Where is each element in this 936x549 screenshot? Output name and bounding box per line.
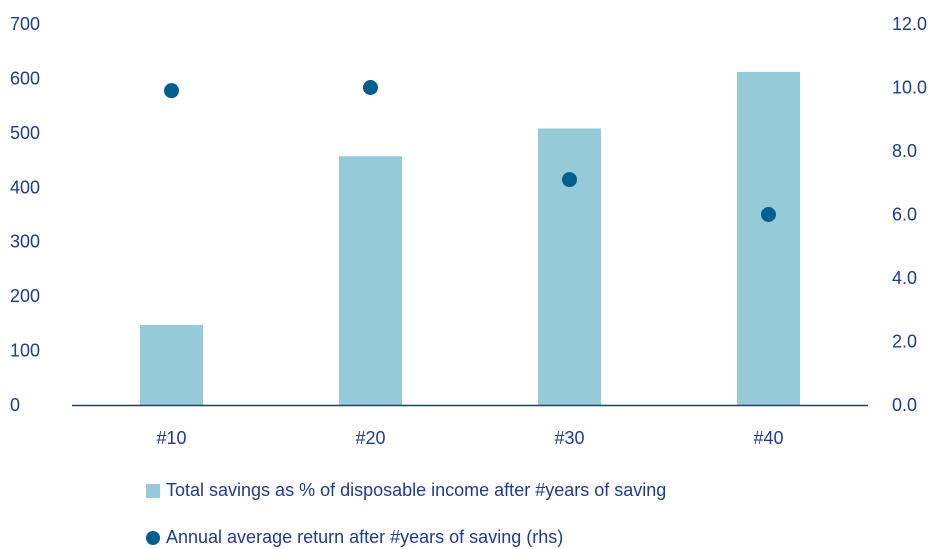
category-label: #20 — [355, 428, 385, 448]
right-tick-label: 8.0 — [892, 141, 917, 161]
legend-item-bars: Total savings as % of disposable income … — [146, 480, 666, 501]
category-labels: #10 #20 #30 #40 — [156, 428, 783, 448]
left-tick-label: 300 — [10, 232, 40, 252]
left-tick-label: 100 — [10, 341, 40, 361]
legend-bar-swatch — [146, 483, 160, 498]
right-tick-label: 10.0 — [892, 78, 927, 98]
right-axis-ticks: 0.0 2.0 4.0 6.0 8.0 10.0 12.0 — [892, 14, 927, 415]
left-tick-label: 200 — [10, 286, 40, 306]
left-tick-label: 600 — [10, 68, 40, 88]
right-tick-label: 2.0 — [892, 332, 917, 352]
data-point — [761, 207, 776, 222]
legend-dot-swatch — [146, 530, 160, 545]
savings-chart: 0 100 200 300 400 500 600 700 0.0 2.0 4.0 6.0 8.0 10… — [10, 14, 927, 448]
bar — [538, 128, 601, 405]
right-tick-label: 12.0 — [892, 14, 927, 34]
data-point — [363, 80, 378, 95]
right-tick-label: 6.0 — [892, 205, 917, 225]
dot-series — [164, 80, 776, 222]
data-point — [562, 172, 577, 188]
legend-bar-label: Total savings as % of disposable income … — [166, 480, 667, 500]
data-point — [164, 83, 179, 99]
bar — [339, 156, 402, 405]
category-label: #40 — [753, 428, 783, 448]
bar-series — [140, 71, 800, 405]
legend-dot-label: Annual average return after #years of sa… — [166, 527, 564, 547]
bar — [737, 71, 800, 405]
legend-item-dots: Annual average return after #years of sa… — [146, 527, 563, 548]
left-tick-label: 400 — [10, 177, 40, 197]
right-tick-label: 4.0 — [892, 268, 917, 288]
right-tick-label: 0.0 — [892, 395, 917, 415]
left-tick-label: 500 — [10, 123, 40, 143]
left-axis-ticks: 0 100 200 300 400 500 600 700 — [10, 14, 40, 415]
category-label: #10 — [156, 428, 186, 448]
bar — [140, 324, 203, 405]
left-tick-label: 700 — [10, 14, 40, 34]
category-label: #30 — [554, 428, 584, 448]
left-tick-label: 0 — [10, 395, 20, 415]
